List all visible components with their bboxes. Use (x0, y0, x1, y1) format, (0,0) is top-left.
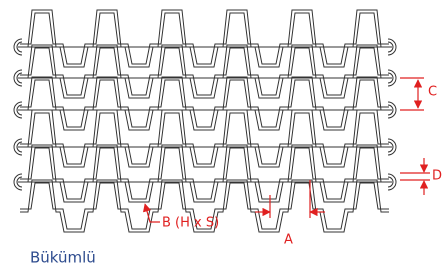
wire (20, 48, 389, 95)
diagram: B (H x S) A C D Bükümlü (0, 0, 447, 275)
wire (20, 10, 389, 67)
wire (20, 80, 389, 127)
wire (20, 110, 389, 167)
wire (20, 145, 389, 202)
label-c: C (428, 85, 437, 100)
wire (20, 45, 389, 98)
wire (20, 77, 389, 130)
page: B (H x S) A C D Bükümlü (() => { const d… (0, 0, 447, 275)
label-d: D (432, 169, 442, 184)
label-a: A (284, 233, 293, 248)
mesh (14, 10, 396, 232)
wire (20, 113, 389, 164)
wire (20, 13, 389, 64)
wire (20, 148, 389, 199)
caption: Bükümlü (30, 249, 96, 267)
label-b: B (H x S) (162, 216, 219, 231)
